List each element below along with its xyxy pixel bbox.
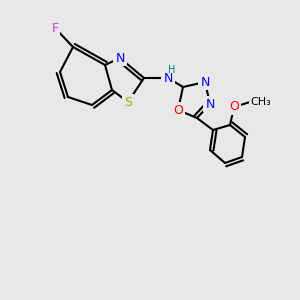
Text: O: O xyxy=(173,103,183,116)
Text: CH₃: CH₃ xyxy=(250,97,271,107)
Text: N: N xyxy=(163,71,173,85)
Text: O: O xyxy=(229,100,239,113)
Text: H: H xyxy=(168,65,176,75)
Text: F: F xyxy=(51,22,58,34)
Text: N: N xyxy=(205,98,215,110)
Text: N: N xyxy=(115,52,125,64)
Text: N: N xyxy=(200,76,210,88)
Text: S: S xyxy=(124,95,132,109)
